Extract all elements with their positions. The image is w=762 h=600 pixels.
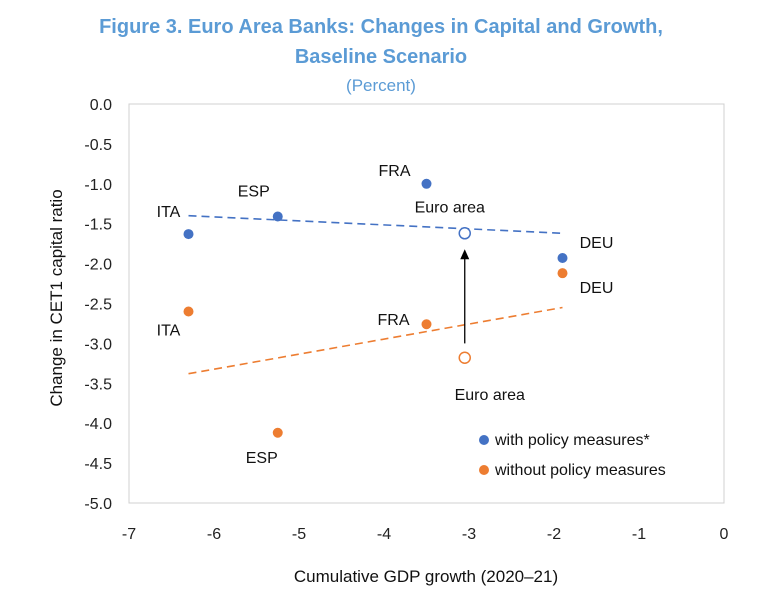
data-point-without	[421, 319, 432, 330]
x-tick-label: -6	[207, 526, 221, 543]
legend-label: with policy measures*	[494, 432, 650, 449]
y-tick-label: -1.0	[84, 177, 112, 194]
chart-title-line2: Baseline Scenario	[294, 46, 468, 68]
data-label: ITA	[157, 204, 181, 221]
data-point-with	[557, 253, 568, 264]
data-label: Euro area	[455, 387, 525, 404]
chart-title-line1: Figure 3. Euro Area Banks: Changes in Ca…	[99, 16, 663, 38]
legend-marker-without	[479, 465, 489, 475]
y-tick-label: -5.0	[84, 496, 112, 513]
data-point-without	[183, 306, 194, 317]
legend-marker-with	[479, 435, 489, 445]
x-tick-label: -3	[462, 526, 476, 543]
data-label: ITA	[157, 322, 181, 339]
plot-area	[128, 103, 725, 504]
data-label: ESP	[238, 184, 270, 201]
data-label: FRA	[379, 163, 411, 180]
data-point-without	[458, 351, 471, 365]
y-tick-label: -2.5	[84, 297, 112, 314]
y-axis-label: Change in CET1 capital ratio	[47, 189, 66, 406]
y-tick-label: 0.0	[90, 97, 112, 114]
x-axis-label: Cumulative GDP growth (2020–21)	[294, 567, 558, 586]
y-tick-label: -1.5	[84, 217, 112, 234]
trendline-with	[188, 214, 563, 235]
data-label: Euro area	[415, 199, 485, 216]
legend-label: without policy measures	[494, 462, 666, 479]
chart-subtitle: (Percent)	[346, 76, 416, 95]
y-tick-label: -0.5	[84, 137, 112, 154]
data-point-with	[458, 227, 471, 240]
x-tick-label: -5	[292, 526, 306, 543]
data-label: FRA	[378, 312, 410, 329]
x-tick-label: -2	[547, 526, 561, 543]
y-tick-label: -4.0	[84, 416, 112, 433]
data-point-with	[421, 178, 432, 189]
data-label: DEU	[580, 235, 614, 252]
trendline-without	[188, 306, 563, 375]
data-label: ESP	[246, 450, 278, 467]
y-tick-label: -2.0	[84, 257, 112, 274]
x-tick-label: -7	[122, 526, 136, 543]
data-point-with	[272, 211, 283, 222]
x-tick-label: -4	[377, 526, 391, 543]
y-tick-label: -4.5	[84, 456, 112, 473]
x-tick-label: 0	[720, 526, 729, 543]
y-tick-label: -3.0	[84, 336, 112, 353]
y-tick-label: -3.5	[84, 376, 112, 393]
arrow-head	[460, 249, 470, 260]
data-point-without	[272, 427, 283, 438]
data-point-with	[183, 229, 194, 240]
x-tick-label: -1	[632, 526, 646, 543]
data-point-without	[557, 268, 568, 279]
data-label: DEU	[580, 280, 614, 297]
